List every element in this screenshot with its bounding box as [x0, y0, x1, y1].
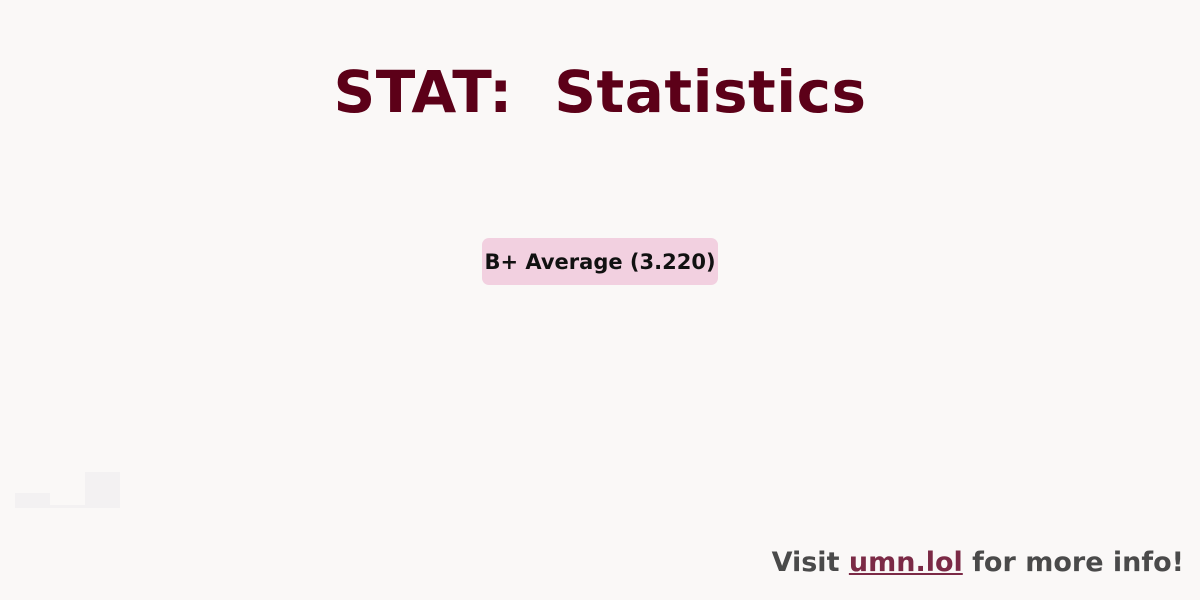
- page-title: STAT: Statistics: [333, 58, 867, 126]
- distribution-bar: [50, 505, 85, 508]
- footer-suffix: for more info!: [962, 547, 1184, 578]
- footer-prefix: Visit: [771, 547, 849, 578]
- average-grade-label: B+ Average (3.220): [484, 249, 716, 274]
- distribution-bar: [15, 493, 50, 508]
- footer-text: Visit umn.lol for more info!: [772, 547, 1184, 578]
- distribution-bar: [85, 472, 120, 508]
- umn-lol-link[interactable]: umn.lol: [848, 547, 963, 578]
- average-grade-badge: B+ Average (3.220): [482, 238, 718, 285]
